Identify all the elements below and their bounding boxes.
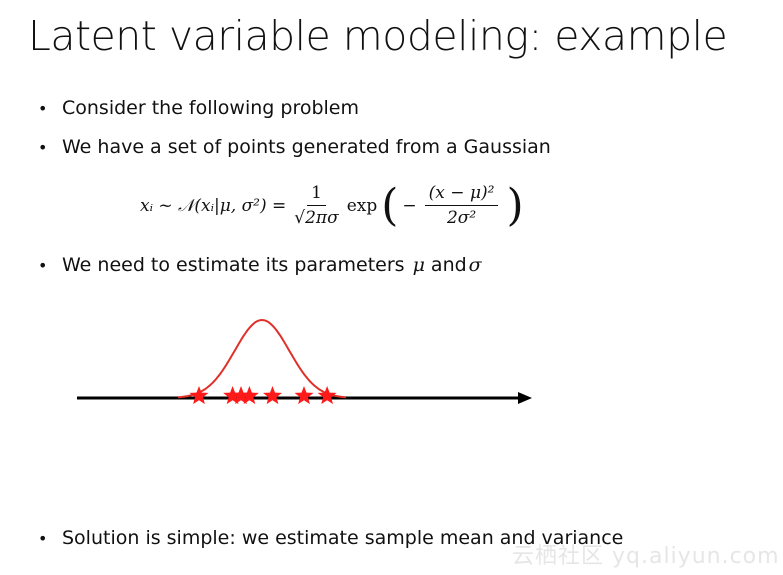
bullet-icon: •	[38, 138, 48, 157]
sample-point-star	[189, 386, 209, 405]
sample-point-star	[231, 386, 251, 405]
sample-points	[189, 386, 337, 405]
sample-point-star	[317, 386, 337, 405]
sample-point-star	[263, 386, 282, 405]
bullet-item: • Consider the following problem	[38, 97, 359, 119]
sigma-symbol: σ	[468, 254, 482, 276]
minus-sign: −	[402, 195, 417, 216]
denominator: 2σ²	[446, 208, 477, 228]
close-paren: )	[506, 179, 524, 231]
exp-label: exp	[346, 195, 378, 216]
bullet-item: • We have a set of points generated from…	[38, 136, 551, 158]
sample-point-star	[223, 386, 243, 405]
numerator: (x − μ)²	[424, 183, 499, 206]
formula-lhs: xᵢ ~ 𝒩(xᵢ|μ, σ²) =	[140, 195, 287, 216]
bullet-item: • Solution is simple: we estimate sample…	[38, 527, 623, 549]
bullet-icon: •	[38, 99, 48, 118]
slide-title: Latent variable modeling: example	[28, 12, 728, 60]
open-paren: (	[381, 179, 399, 231]
mu-symbol: μ	[412, 254, 425, 276]
numerator: 1	[307, 183, 326, 206]
axis-arrow-icon	[518, 392, 532, 404]
gaussian-formula: xᵢ ~ 𝒩(xᵢ|μ, σ²) = 1 √2πσ exp ( − (x − μ…	[140, 183, 524, 228]
watermark: 云栖社区 yq.aliyun.com	[512, 544, 780, 569]
exponent-fraction: (x − μ)² 2σ²	[424, 183, 499, 228]
gaussian-curve	[177, 318, 347, 399]
bullet-icon: •	[38, 256, 48, 275]
bullet-text: We need to estimate its parameters	[62, 254, 405, 276]
bullet-icon: •	[38, 529, 48, 548]
bullet-text: Consider the following problem	[62, 97, 360, 119]
sample-point-star	[294, 386, 314, 405]
denominator: √2πσ	[294, 208, 339, 228]
bullet-text: We have a set of points generated from a…	[62, 136, 551, 158]
bullet-item: • We need to estimate its parameters μ a…	[38, 254, 482, 276]
and-text: and	[430, 254, 467, 276]
normalizer-fraction: 1 √2πσ	[294, 183, 338, 228]
sample-point-star	[239, 386, 259, 405]
bullet-text: Solution is simple: we estimate sample m…	[62, 527, 624, 549]
